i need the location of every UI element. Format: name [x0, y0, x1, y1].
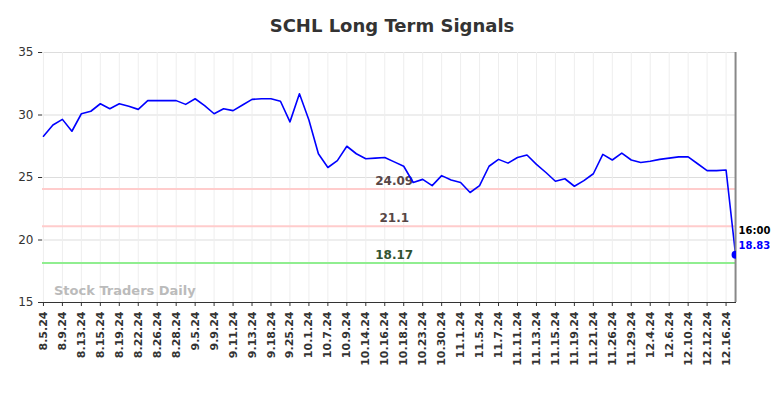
svg-text:25: 25 [18, 170, 33, 184]
svg-text:20: 20 [18, 233, 33, 247]
svg-text:8.19.24: 8.19.24 [113, 311, 126, 358]
svg-text:35: 35 [18, 45, 33, 59]
svg-text:24.09: 24.09 [375, 174, 413, 188]
svg-text:11.11.24: 11.11.24 [511, 311, 524, 366]
svg-text:10.23.24: 10.23.24 [416, 311, 429, 366]
svg-text:10.16.24: 10.16.24 [378, 311, 391, 366]
svg-text:9.9.24: 9.9.24 [208, 311, 221, 350]
svg-text:16:00: 16:00 [739, 225, 771, 236]
svg-text:11.5.24: 11.5.24 [473, 311, 486, 358]
svg-text:12.4.24: 12.4.24 [644, 311, 657, 358]
svg-text:30: 30 [18, 108, 33, 122]
svg-text:15: 15 [18, 295, 33, 309]
svg-text:9.5.24: 9.5.24 [189, 311, 202, 350]
svg-text:9.18.24: 9.18.24 [265, 311, 278, 358]
svg-text:10.30.24: 10.30.24 [435, 311, 448, 366]
svg-text:8.9.24: 8.9.24 [56, 311, 69, 350]
svg-text:12.6.24: 12.6.24 [663, 311, 676, 358]
svg-text:11.29.24: 11.29.24 [625, 311, 638, 366]
svg-text:11.26.24: 11.26.24 [606, 311, 619, 366]
svg-text:11.13.24: 11.13.24 [530, 311, 543, 366]
svg-text:10.1.24: 10.1.24 [302, 311, 315, 358]
svg-text:21.1: 21.1 [379, 211, 409, 225]
svg-text:8.26.24: 8.26.24 [151, 311, 164, 358]
svg-text:10.14.24: 10.14.24 [359, 311, 372, 366]
svg-text:10.18.24: 10.18.24 [397, 311, 410, 366]
svg-text:8.15.24: 8.15.24 [94, 311, 107, 358]
html-text:SCHL Long Term Signals: SCHL Long Term Signals [269, 15, 515, 36]
svg-text:9.11.24: 9.11.24 [227, 311, 240, 358]
svg-text:12.16.24: 12.16.24 [720, 311, 733, 366]
svg-text:10.9.24: 10.9.24 [340, 311, 353, 358]
svg-text:8.22.24: 8.22.24 [132, 311, 145, 358]
svg-text:8.13.24: 8.13.24 [75, 311, 88, 358]
svg-text:18.17: 18.17 [375, 248, 413, 262]
svg-text:8.28.24: 8.28.24 [170, 311, 183, 358]
svg-text:11.21.24: 11.21.24 [587, 311, 600, 366]
svg-text:18.83: 18.83 [739, 240, 771, 251]
html-text:Stock Traders Daily: Stock Traders Daily [54, 283, 196, 298]
svg-text:8.5.24: 8.5.24 [37, 311, 50, 350]
svg-text:9.13.24: 9.13.24 [246, 311, 259, 358]
svg-text:12.10.24: 12.10.24 [682, 311, 695, 366]
svg-text:10.7.24: 10.7.24 [321, 311, 334, 358]
svg-text:9.25.24: 9.25.24 [283, 311, 296, 358]
svg-text:12.12.24: 12.12.24 [701, 311, 714, 366]
svg-text:11.7.24: 11.7.24 [492, 311, 505, 358]
svg-text:11.19.24: 11.19.24 [568, 311, 581, 366]
svg-text:11.1.24: 11.1.24 [454, 311, 467, 358]
svg-text:11.15.24: 11.15.24 [549, 311, 562, 366]
